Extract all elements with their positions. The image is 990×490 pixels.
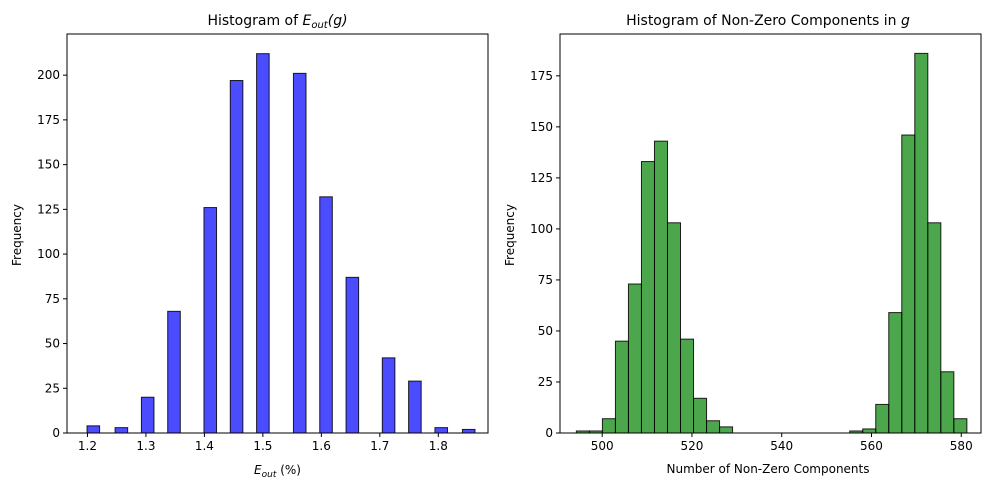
histogram-bar xyxy=(434,427,449,434)
y-tick-label: 150 xyxy=(530,120,553,134)
x-axis-label: Number of Non-Zero Components xyxy=(666,462,869,476)
histogram-bar xyxy=(167,310,181,434)
histogram-bar xyxy=(292,72,307,434)
y-tick-label: 75 xyxy=(538,273,553,287)
histogram-bar xyxy=(940,371,955,434)
x-tick-label: 1.4 xyxy=(195,439,214,453)
plot-frame xyxy=(66,33,489,434)
x-tick-label: 1.6 xyxy=(312,439,331,453)
y-tick-label: 100 xyxy=(530,222,553,236)
x-tick-label: 560 xyxy=(860,439,883,453)
x-tick-label: 1.3 xyxy=(136,439,155,453)
y-tick-label: 0 xyxy=(545,426,553,440)
histogram-bar xyxy=(666,222,682,434)
histogram-bar xyxy=(114,427,129,434)
y-tick-label: 100 xyxy=(37,247,60,261)
histogram-bar xyxy=(86,425,101,434)
histogram-bar xyxy=(140,396,155,434)
y-tick-label: 175 xyxy=(37,113,60,127)
x-tick-label: 1.7 xyxy=(370,439,389,453)
chart-title: Histogram of Eout(g) xyxy=(207,13,347,31)
histogram-bar xyxy=(319,196,333,434)
histogram-nonzero-panel: Histogram of Non-Zero Components in g Nu… xyxy=(503,13,982,476)
histogram-bar xyxy=(901,134,916,434)
y-tick-label: 125 xyxy=(530,171,553,185)
histogram-bar xyxy=(653,140,668,434)
histogram-bar xyxy=(601,418,616,434)
histogram-eout-panel: Histogram of Eout(g) Eout (%) Frequency … xyxy=(10,13,489,480)
plot-frame xyxy=(559,33,982,434)
y-axis-label: Frequency xyxy=(503,204,517,266)
histogram-bar xyxy=(256,53,270,434)
x-tick-label: 520 xyxy=(681,439,704,453)
bars xyxy=(575,52,968,434)
histogram-bar xyxy=(693,397,708,434)
bars xyxy=(86,53,476,434)
chart-title: Histogram of Non-Zero Components in g xyxy=(626,13,910,29)
y-tick-label: 25 xyxy=(538,375,553,389)
histogram-bar xyxy=(408,380,422,434)
y-tick-label: 50 xyxy=(538,324,553,338)
y-tick-label: 50 xyxy=(45,337,60,351)
histogram-bar xyxy=(381,357,396,434)
histogram-bar xyxy=(862,428,877,434)
histogram-bar xyxy=(927,222,942,434)
x-tick-label: 500 xyxy=(591,439,614,453)
histogram-bar xyxy=(875,403,890,434)
y-tick-label: 0 xyxy=(52,426,60,440)
histogram-bar xyxy=(229,80,244,434)
histogram-bar xyxy=(888,312,903,434)
histogram-bar xyxy=(914,52,929,434)
y-tick-label: 25 xyxy=(45,381,60,395)
histogram-bar xyxy=(719,426,734,434)
histogram-bar xyxy=(640,161,655,434)
histogram-bar xyxy=(706,420,721,434)
histogram-bar xyxy=(614,340,629,434)
x-axis-label: Eout (%) xyxy=(254,463,301,480)
x-tick-label: 1.5 xyxy=(253,439,272,453)
x-tick-label: 1.2 xyxy=(78,439,97,453)
y-tick-label: 75 xyxy=(45,292,60,306)
y-tick-label: 200 xyxy=(37,68,60,82)
histogram-bar xyxy=(680,338,695,434)
x-tick-label: 580 xyxy=(950,439,973,453)
histogram-bar xyxy=(953,418,968,434)
y-tick-label: 125 xyxy=(37,202,60,216)
histogram-bar xyxy=(627,283,642,434)
y-tick-label: 175 xyxy=(530,69,553,83)
y-axis-label: Frequency xyxy=(10,204,24,266)
x-tick-label: 540 xyxy=(770,439,793,453)
y-tick-label: 150 xyxy=(37,158,60,172)
x-tick-label: 1.8 xyxy=(429,439,448,453)
histogram-bar xyxy=(203,207,218,434)
histogram-bar xyxy=(345,276,360,434)
histogram-bar xyxy=(461,428,476,434)
